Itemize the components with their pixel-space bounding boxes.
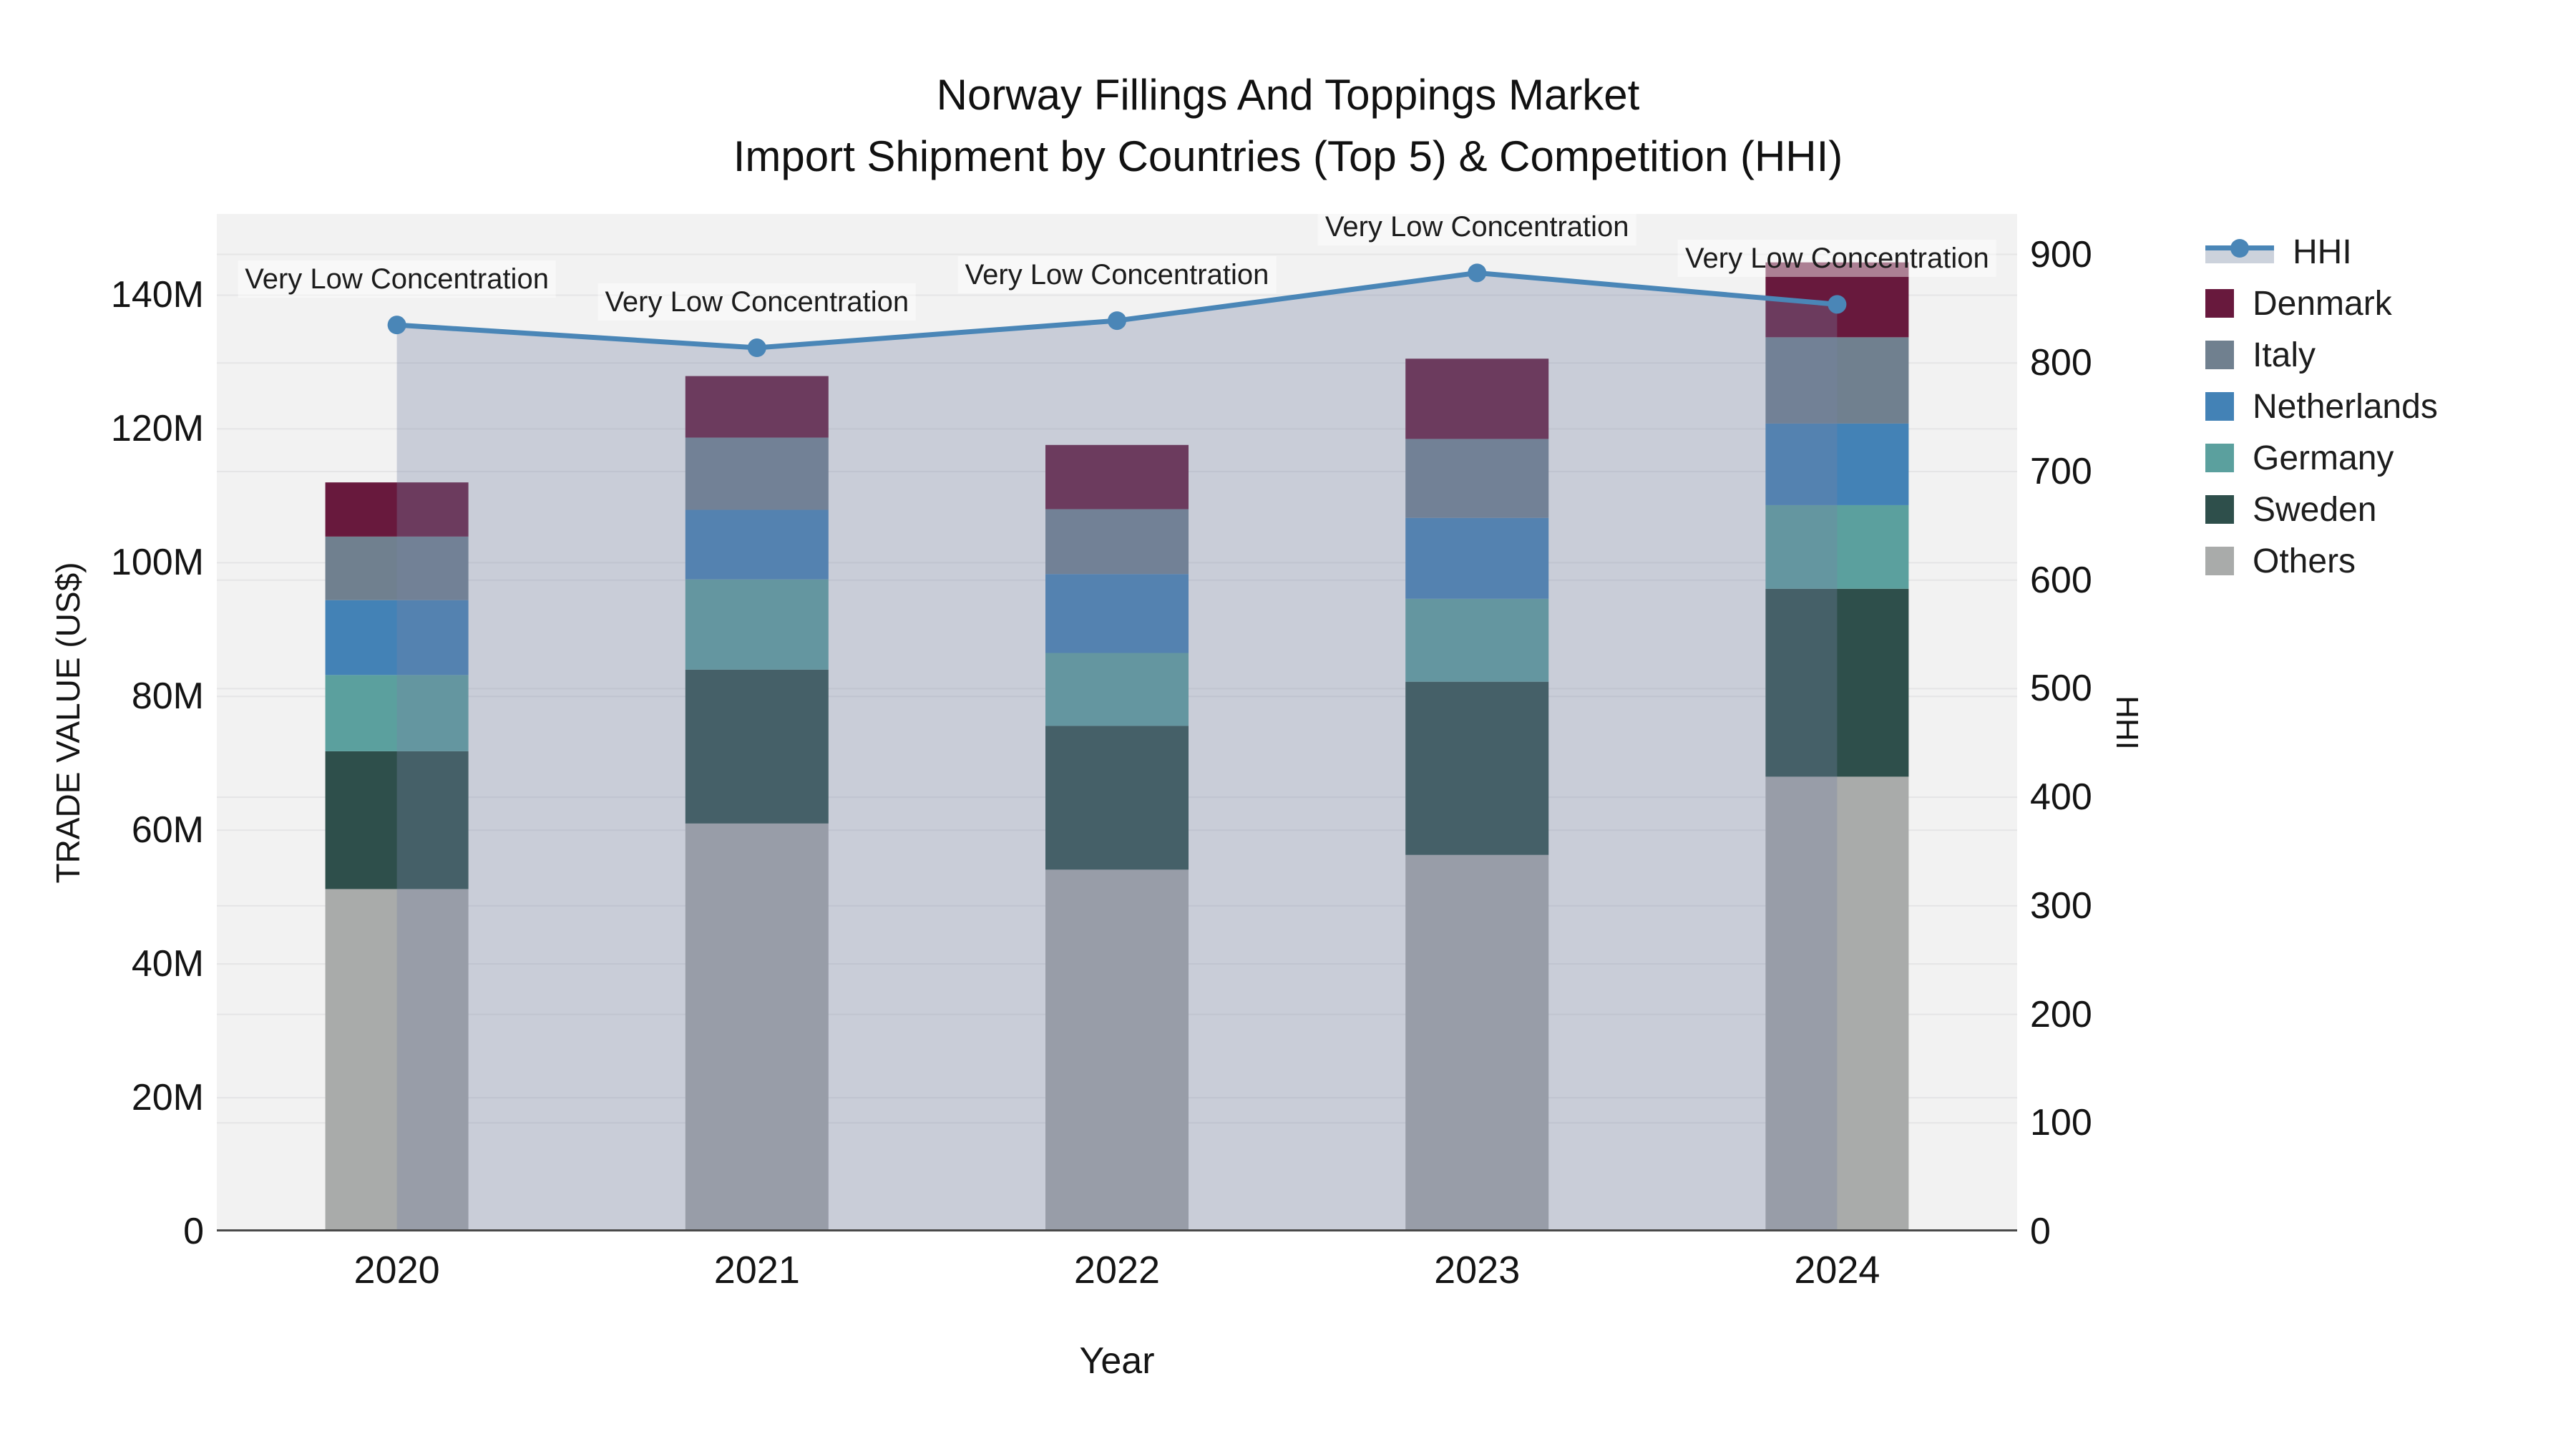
hhi-area-fill — [396, 273, 1838, 1231]
y-left-tick-60M: 60M — [131, 809, 204, 852]
y-left-tick-20M: 20M — [131, 1077, 204, 1119]
chart-canvas — [217, 253, 2017, 1231]
y-right-tick-0: 0 — [2030, 1211, 2051, 1252]
annotation-2023: Very Low Concentration — [1317, 208, 1636, 246]
legend-label-sweden: Sweden — [2253, 490, 2377, 529]
bar-segment-others-2021 — [685, 823, 829, 1231]
x-tick-2024: 2024 — [1794, 1249, 1880, 1292]
bar-segment-others-2023 — [1405, 854, 1549, 1231]
bar-segment-netherlands-2020 — [325, 600, 469, 675]
germany-color-swatch — [2205, 444, 2234, 472]
bar-segment-sweden-2020 — [325, 751, 469, 889]
x-tick-2021: 2021 — [713, 1249, 800, 1292]
hhi-marker-2022 — [1108, 311, 1126, 331]
legend-item-germany[interactable]: Germany — [2205, 432, 2438, 484]
legend-item-netherlands[interactable]: Netherlands — [2205, 381, 2438, 432]
bar-segment-netherlands-2024 — [1765, 423, 1909, 505]
y-left-tick-0: 0 — [183, 1211, 204, 1252]
y-right-tick-800: 800 — [2030, 342, 2092, 384]
bar-segment-germany-2023 — [1405, 598, 1549, 682]
bar-segment-others-2022 — [1045, 869, 1189, 1231]
chart-title-line1: Norway Fillings And Toppings Market — [936, 71, 1640, 119]
annotation-2021: Very Low Concentration — [597, 283, 917, 321]
bar-segment-netherlands-2021 — [685, 509, 829, 580]
y-left-tick-80M: 80M — [131, 675, 204, 718]
bar-segment-denmark-2020 — [325, 482, 469, 537]
chart-title-line2: Import Shipment by Countries (Top 5) & C… — [733, 132, 1843, 180]
bar-segment-sweden-2022 — [1045, 726, 1189, 870]
legend-label-italy: Italy — [2253, 336, 2316, 374]
legend-label-germany: Germany — [2253, 439, 2394, 477]
plot-area — [217, 214, 2017, 1231]
netherlands-color-swatch — [2205, 392, 2234, 421]
y-right-tick-600: 600 — [2030, 559, 2092, 601]
y-left-tick-40M: 40M — [131, 943, 204, 985]
legend-item-italy[interactable]: Italy — [2205, 329, 2438, 381]
annotation-2024: Very Low Concentration — [1678, 240, 1996, 278]
y-left-tick-140M: 140M — [110, 274, 204, 316]
bar-segment-others-2020 — [325, 889, 469, 1231]
legend-label-hhi: HHI — [2293, 233, 2352, 271]
bar-segment-germany-2024 — [1765, 504, 1909, 589]
chart-title: Norway Fillings And Toppings Market Impo… — [0, 64, 2576, 187]
hhi-line-legend-icon — [2205, 236, 2274, 268]
bar-segment-sweden-2021 — [685, 669, 829, 824]
y-right-tick-400: 400 — [2030, 776, 2092, 819]
bar-segment-denmark-2022 — [1045, 444, 1189, 509]
y-axis-right-title: HHI — [2109, 696, 2145, 750]
legend-label-denmark: Denmark — [2253, 284, 2392, 323]
bar-segment-netherlands-2022 — [1045, 574, 1189, 653]
italy-color-swatch — [2205, 341, 2234, 369]
y-right-tick-300: 300 — [2030, 884, 2092, 927]
annotation-2020: Very Low Concentration — [238, 260, 556, 298]
legend-item-denmark[interactable]: Denmark — [2205, 278, 2438, 329]
denmark-color-swatch — [2205, 289, 2234, 318]
bar-segment-netherlands-2023 — [1405, 517, 1549, 599]
x-tick-2023: 2023 — [1434, 1249, 1521, 1292]
bar-segment-denmark-2023 — [1405, 358, 1549, 439]
legend-item-hhi[interactable]: HHI — [2205, 226, 2438, 278]
bar-segment-germany-2021 — [685, 579, 829, 670]
hhi-marker-dot — [2230, 239, 2249, 258]
annotation-2022: Very Low Concentration — [957, 256, 1277, 294]
x-axis-title: Year — [1079, 1340, 1155, 1382]
hhi-marker-2021 — [747, 338, 766, 358]
y-right-tick-200: 200 — [2030, 993, 2092, 1035]
legend-item-sweden[interactable]: Sweden — [2205, 484, 2438, 535]
bar-segment-italy-2020 — [325, 536, 469, 600]
bar-segment-sweden-2024 — [1765, 588, 1909, 777]
bar-segment-others-2024 — [1765, 776, 1909, 1231]
bar-segment-italy-2021 — [685, 437, 829, 510]
x-tick-2020: 2020 — [353, 1249, 440, 1292]
legend-item-others[interactable]: Others — [2205, 535, 2438, 587]
others-color-swatch — [2205, 547, 2234, 575]
y-right-tick-500: 500 — [2030, 668, 2092, 710]
bar-segment-germany-2020 — [325, 675, 469, 751]
y-right-tick-700: 700 — [2030, 450, 2092, 492]
legend: HHI Denmark Italy Netherlands Germany Sweden O… — [2205, 226, 2438, 587]
bar-segment-italy-2023 — [1405, 439, 1549, 518]
y-right-tick-100: 100 — [2030, 1102, 2092, 1144]
y-left-tick-120M: 120M — [110, 408, 204, 450]
x-tick-2022: 2022 — [1073, 1249, 1161, 1292]
bar-segment-denmark-2021 — [685, 376, 829, 438]
hhi-marker-2024 — [1828, 295, 1847, 314]
y-right-tick-900: 900 — [2030, 233, 2092, 275]
legend-label-others: Others — [2253, 542, 2356, 580]
sweden-color-swatch — [2205, 495, 2234, 524]
hhi-marker-2020 — [387, 316, 406, 335]
bar-segment-italy-2024 — [1765, 337, 1909, 424]
bar-segment-sweden-2023 — [1405, 681, 1549, 855]
bar-segment-germany-2022 — [1045, 653, 1189, 726]
legend-label-netherlands: Netherlands — [2253, 387, 2438, 426]
bar-segment-italy-2022 — [1045, 509, 1189, 575]
y-left-tick-100M: 100M — [110, 542, 204, 584]
hhi-marker-2023 — [1468, 263, 1487, 283]
